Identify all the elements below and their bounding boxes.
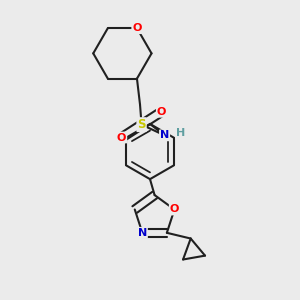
Text: O: O [132,23,142,33]
Text: S: S [137,118,146,131]
Text: H: H [176,128,185,138]
Text: O: O [117,133,126,142]
Text: N: N [138,228,147,238]
Text: O: O [157,107,166,117]
Text: N: N [160,130,169,140]
Text: O: O [170,205,179,214]
